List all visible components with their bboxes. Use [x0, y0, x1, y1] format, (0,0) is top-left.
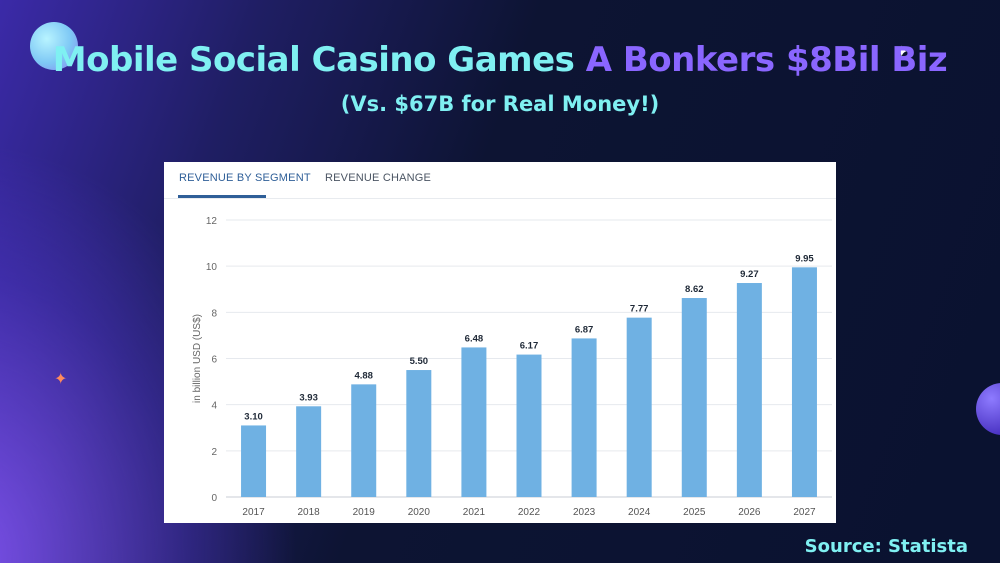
bar — [241, 425, 267, 497]
decorative-orb-top — [30, 22, 78, 70]
y-tick-label: 0 — [211, 493, 217, 504]
bar-value-label: 7.77 — [630, 304, 649, 315]
slide-title-part2: A Bonkers $8Bil Biz — [585, 40, 948, 80]
x-tick-label: 2018 — [298, 507, 321, 518]
bar — [791, 267, 817, 497]
bar — [406, 370, 432, 497]
x-tick-label: 2021 — [463, 507, 486, 518]
y-tick-label: 2 — [211, 447, 217, 458]
slide-title: Mobile Social Casino Games A Bonkers $8B… — [0, 40, 1000, 80]
bar-value-label: 6.17 — [520, 341, 539, 352]
bar-value-label: 9.95 — [795, 253, 814, 264]
bar-value-label: 3.93 — [299, 392, 318, 403]
y-tick-label: 8 — [211, 308, 217, 319]
bar-value-label: 3.10 — [244, 411, 263, 422]
x-tick-label: 2025 — [683, 507, 706, 518]
chart-tabs: REVENUE BY SEGMENT REVENUE CHANGE — [164, 162, 836, 199]
x-tick-label: 2022 — [518, 507, 541, 518]
slide-title-part1: Mobile Social Casino Games — [52, 40, 575, 80]
y-tick-label: 10 — [206, 262, 218, 273]
bar — [681, 298, 707, 497]
x-tick-label: 2017 — [242, 507, 265, 518]
chart-card: REVENUE BY SEGMENT REVENUE CHANGE 0 2 4 6 8 1… — [164, 162, 836, 523]
slide-subtitle: (Vs. $67B for Real Money!) — [340, 92, 660, 116]
x-tick-label: 2019 — [353, 507, 376, 518]
x-tick-label: 2026 — [738, 507, 761, 518]
bar-value-label: 9.27 — [740, 269, 759, 280]
active-tab-indicator — [178, 195, 266, 198]
bar — [571, 338, 597, 497]
x-tick-label: 2024 — [628, 507, 651, 518]
source-label: Source: Statista — [804, 536, 968, 557]
bar-value-label: 8.62 — [685, 284, 704, 295]
y-tick-label: 4 — [211, 401, 217, 412]
bar — [736, 283, 762, 497]
bar — [461, 347, 487, 497]
y-tick-label: 6 — [211, 355, 217, 366]
tab-revenue-by-segment[interactable]: REVENUE BY SEGMENT — [179, 172, 311, 184]
bar — [516, 354, 542, 497]
revenue-bar-chart: 0 2 4 6 8 10 12 in billion USD (US$) 3.10 2017 3.9… — [192, 216, 832, 518]
tab-revenue-change[interactable]: REVENUE CHANGE — [325, 172, 432, 184]
y-axis-label: in billion USD (US$) — [192, 314, 203, 403]
sparkle-icon: ✦ — [54, 371, 68, 388]
bar-value-label: 5.50 — [410, 356, 429, 367]
bar-value-label: 6.87 — [575, 324, 594, 335]
bar — [296, 406, 322, 497]
x-tick-label: 2027 — [793, 507, 816, 518]
x-tick-label: 2023 — [573, 507, 596, 518]
bar-value-label: 4.88 — [354, 370, 373, 381]
y-tick-label: 12 — [206, 216, 218, 227]
sparkle-icon: ✦ — [895, 44, 909, 61]
decorative-orb-right — [976, 383, 1000, 435]
x-tick-label: 2020 — [408, 507, 431, 518]
bar — [351, 384, 377, 497]
bar-value-label: 6.48 — [465, 333, 484, 344]
bar — [626, 317, 652, 497]
